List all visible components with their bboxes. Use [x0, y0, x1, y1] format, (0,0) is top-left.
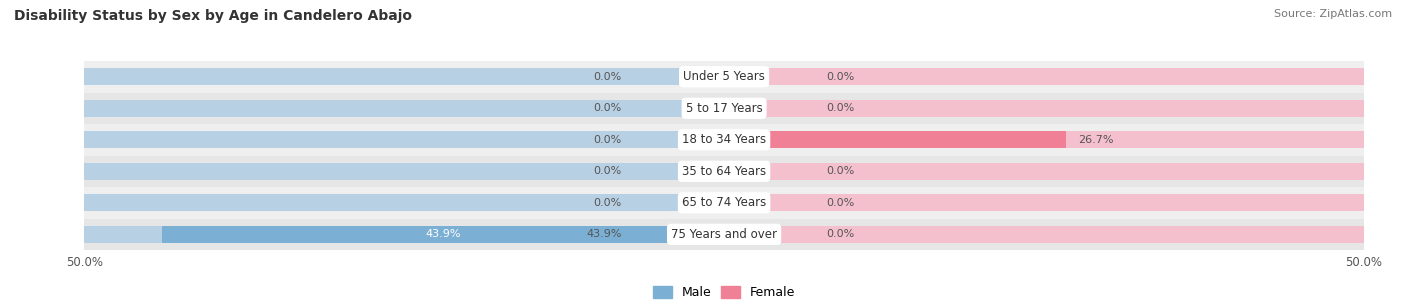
Bar: [84, 61, 1364, 92]
Bar: [724, 68, 1364, 85]
Bar: [84, 92, 1364, 124]
Bar: [163, 226, 724, 243]
Bar: [84, 163, 724, 180]
Text: Source: ZipAtlas.com: Source: ZipAtlas.com: [1274, 9, 1392, 19]
Text: 0.0%: 0.0%: [827, 72, 855, 82]
Bar: [84, 68, 724, 85]
Text: 43.9%: 43.9%: [586, 229, 621, 239]
Text: 0.0%: 0.0%: [593, 103, 621, 113]
Text: 0.0%: 0.0%: [827, 103, 855, 113]
Text: 0.0%: 0.0%: [593, 198, 621, 208]
Bar: [84, 187, 1364, 219]
Text: 0.0%: 0.0%: [593, 72, 621, 82]
Bar: [84, 226, 724, 243]
Bar: [724, 131, 1364, 149]
Text: 26.7%: 26.7%: [1078, 135, 1114, 145]
Text: 0.0%: 0.0%: [593, 166, 621, 176]
Text: Disability Status by Sex by Age in Candelero Abajo: Disability Status by Sex by Age in Cande…: [14, 9, 412, 23]
Bar: [84, 156, 1364, 187]
Bar: [84, 131, 724, 149]
Bar: [724, 194, 1364, 211]
Bar: [724, 100, 1364, 117]
Text: 65 to 74 Years: 65 to 74 Years: [682, 196, 766, 209]
Text: 5 to 17 Years: 5 to 17 Years: [686, 102, 762, 115]
Bar: [84, 219, 1364, 250]
Text: 43.9%: 43.9%: [426, 229, 461, 239]
Text: 18 to 34 Years: 18 to 34 Years: [682, 133, 766, 146]
Bar: [724, 131, 1066, 149]
Bar: [84, 124, 1364, 156]
Text: 0.0%: 0.0%: [827, 198, 855, 208]
Text: 75 Years and over: 75 Years and over: [671, 228, 778, 241]
Bar: [84, 100, 724, 117]
Text: 0.0%: 0.0%: [827, 166, 855, 176]
Text: 0.0%: 0.0%: [593, 135, 621, 145]
Bar: [84, 194, 724, 211]
Text: Under 5 Years: Under 5 Years: [683, 70, 765, 83]
Text: 35 to 64 Years: 35 to 64 Years: [682, 165, 766, 178]
Bar: [724, 226, 1364, 243]
Text: 0.0%: 0.0%: [827, 229, 855, 239]
Bar: [724, 163, 1364, 180]
Legend: Male, Female: Male, Female: [648, 281, 800, 304]
